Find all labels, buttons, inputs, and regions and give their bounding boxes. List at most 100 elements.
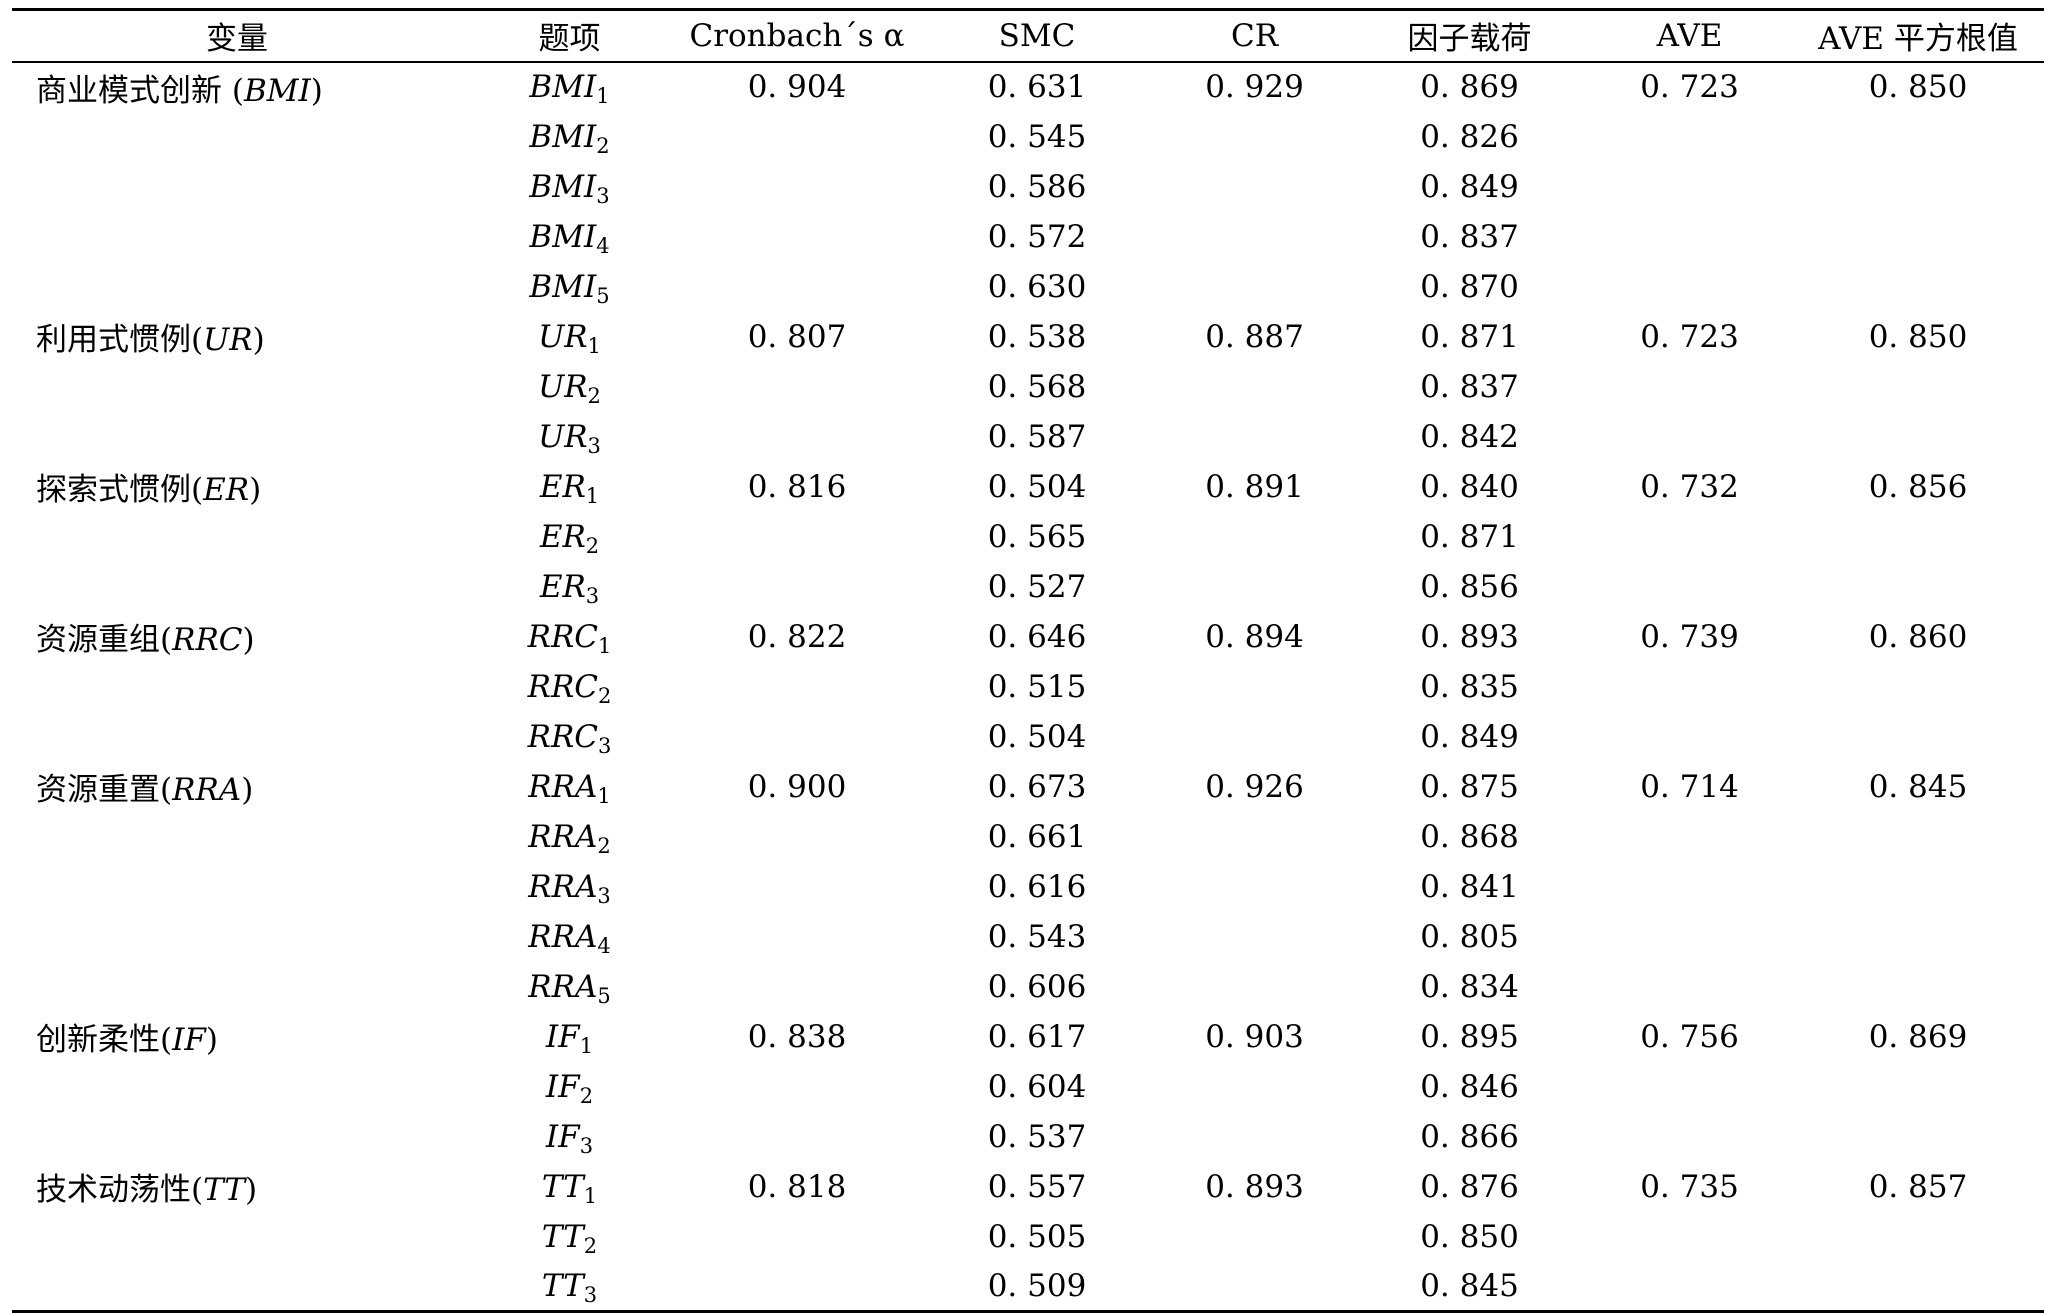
ave-cell bbox=[1587, 512, 1792, 562]
cronbach-alpha-cell bbox=[677, 512, 917, 562]
item-cell: IF2 bbox=[462, 1062, 677, 1112]
smc-cell: 0. 505 bbox=[987, 1218, 1087, 1255]
item-code: RRA bbox=[528, 768, 598, 805]
cronbach-alpha-cell: 0. 818 bbox=[747, 1168, 847, 1205]
variable-paren-close: ) bbox=[252, 322, 265, 358]
ave-sqrt-cell: 0. 845 bbox=[1868, 768, 1968, 805]
item-code: BMI bbox=[529, 69, 597, 105]
cronbach-alpha-cell bbox=[677, 212, 917, 262]
variable-cell bbox=[12, 262, 462, 312]
item-code: TT bbox=[541, 1218, 584, 1255]
cronbach-alpha-cell: 0. 904 bbox=[747, 69, 847, 105]
ave-sqrt-cell bbox=[1792, 362, 2044, 412]
variable-paren-open: ( bbox=[191, 472, 204, 508]
variable-cell bbox=[12, 562, 462, 612]
item-cell: RRA2 bbox=[462, 812, 677, 862]
cr-cell: 0. 891 bbox=[1205, 468, 1304, 505]
item-subscript: 1 bbox=[597, 783, 611, 808]
cr-cell bbox=[1157, 212, 1352, 262]
header-row: 变量 题项 Cronbach´s α SMC CR 因子载荷 AVE AVE 平… bbox=[12, 8, 2044, 63]
factor-loading-cell: 0. 849 bbox=[1420, 718, 1519, 755]
item-code: IF bbox=[545, 1018, 580, 1055]
table-row: BMI2 0. 545 0. 826 bbox=[12, 112, 2044, 162]
ave-sqrt-cell: 0. 850 bbox=[1868, 69, 1968, 105]
cr-cell bbox=[1157, 712, 1352, 762]
item-cell: RRA4 bbox=[462, 912, 677, 962]
cr-cell bbox=[1157, 112, 1352, 162]
factor-loading-cell: 0. 871 bbox=[1420, 318, 1519, 355]
variable-paren-close: ) bbox=[205, 1022, 218, 1058]
variable-abbreviation: TT bbox=[203, 1172, 246, 1208]
variable-name: 技术动荡性 bbox=[36, 1172, 191, 1208]
smc-cell: 0. 557 bbox=[987, 1168, 1087, 1205]
variable-paren-close: ) bbox=[245, 1172, 258, 1208]
item-subscript: 3 bbox=[583, 1282, 598, 1307]
ave-sqrt-cell bbox=[1792, 562, 2044, 612]
table-row: ER3 0. 527 0. 856 bbox=[12, 562, 2044, 612]
ave-cell bbox=[1587, 962, 1792, 1012]
variable-cell: 资源重置(RRA) bbox=[12, 762, 462, 812]
cr-cell: 0. 926 bbox=[1205, 768, 1304, 805]
cr-cell: 0. 903 bbox=[1205, 1018, 1304, 1055]
ave-sqrt-cell bbox=[1792, 712, 2044, 762]
item-code: UR bbox=[538, 418, 588, 455]
table-body: 商业模式创新 (BMI) BMI1 0. 904 0. 631 0. 929 0. 869… bbox=[12, 62, 2044, 1313]
factor-loading-cell: 0. 850 bbox=[1420, 1218, 1519, 1255]
variable-cell bbox=[12, 212, 462, 262]
ave-sqrt-cell bbox=[1792, 812, 2044, 862]
variable-name: 利用式惯例 bbox=[36, 322, 191, 358]
factor-loading-cell: 0. 840 bbox=[1420, 468, 1519, 505]
smc-cell: 0. 565 bbox=[987, 518, 1087, 555]
item-code: TT bbox=[541, 1267, 584, 1304]
variable-paren-close: ) bbox=[242, 622, 255, 658]
item-cell: BMI1 bbox=[462, 62, 677, 112]
table-row: RRA2 0. 661 0. 868 bbox=[12, 812, 2044, 862]
ave-sqrt-cell bbox=[1792, 1261, 2044, 1313]
smc-cell: 0. 646 bbox=[987, 618, 1087, 655]
table-row: 技术动荡性(TT) TT1 0. 818 0. 557 0. 893 0. 876 0. 7… bbox=[12, 1162, 2044, 1212]
ave-sqrt-cell: 0. 860 bbox=[1868, 618, 1968, 655]
header-smc: SMC bbox=[917, 8, 1157, 63]
item-code: UR bbox=[538, 318, 588, 355]
table-header: 变量 题项 Cronbach´s α SMC CR 因子载荷 AVE AVE 平… bbox=[12, 8, 2044, 63]
ave-cell: 0. 756 bbox=[1640, 1018, 1739, 1055]
ave-sqrt-cell bbox=[1792, 912, 2044, 962]
smc-cell: 0. 572 bbox=[987, 218, 1087, 255]
variable-paren-open: ( bbox=[160, 772, 173, 808]
factor-loading-cell: 0. 866 bbox=[1420, 1118, 1519, 1155]
smc-cell: 0. 568 bbox=[987, 368, 1087, 405]
variable-paren-open: ( bbox=[191, 322, 204, 358]
item-subscript: 5 bbox=[596, 283, 610, 308]
item-subscript: 2 bbox=[583, 1233, 598, 1258]
smc-cell: 0. 543 bbox=[987, 918, 1087, 955]
smc-cell: 0. 661 bbox=[987, 818, 1087, 855]
cr-cell bbox=[1157, 1212, 1352, 1262]
item-code: IF bbox=[545, 1118, 580, 1155]
variable-cell bbox=[12, 512, 462, 562]
factor-loading-cell: 0. 895 bbox=[1420, 1018, 1519, 1055]
cronbach-alpha-cell bbox=[677, 562, 917, 612]
item-subscript: 3 bbox=[585, 583, 600, 608]
ave-sqrt-cell bbox=[1792, 862, 2044, 912]
factor-loading-cell: 0. 837 bbox=[1420, 218, 1519, 255]
cr-cell bbox=[1157, 1261, 1352, 1313]
item-subscript: 2 bbox=[597, 833, 611, 858]
ave-cell: 0. 723 bbox=[1640, 318, 1739, 355]
item-cell: ER2 bbox=[462, 512, 677, 562]
cr-cell bbox=[1157, 262, 1352, 312]
item-code: ER bbox=[539, 568, 586, 605]
ave-cell bbox=[1587, 112, 1792, 162]
smc-cell: 0. 504 bbox=[987, 718, 1087, 755]
item-cell: UR1 bbox=[462, 312, 677, 362]
ave-cell: 0. 714 bbox=[1640, 768, 1739, 805]
item-subscript: 1 bbox=[587, 333, 601, 358]
ave-cell: 0. 732 bbox=[1640, 468, 1739, 505]
item-cell: TT1 bbox=[462, 1162, 677, 1212]
cronbach-alpha-cell bbox=[677, 912, 917, 962]
cr-cell bbox=[1157, 862, 1352, 912]
table-row: RRC2 0. 515 0. 835 bbox=[12, 662, 2044, 712]
variable-abbreviation: ER bbox=[203, 472, 250, 508]
item-subscript: 2 bbox=[579, 1083, 594, 1108]
header-factor-loading: 因子载荷 bbox=[1352, 8, 1587, 63]
variable-paren-open: ( bbox=[222, 72, 244, 109]
